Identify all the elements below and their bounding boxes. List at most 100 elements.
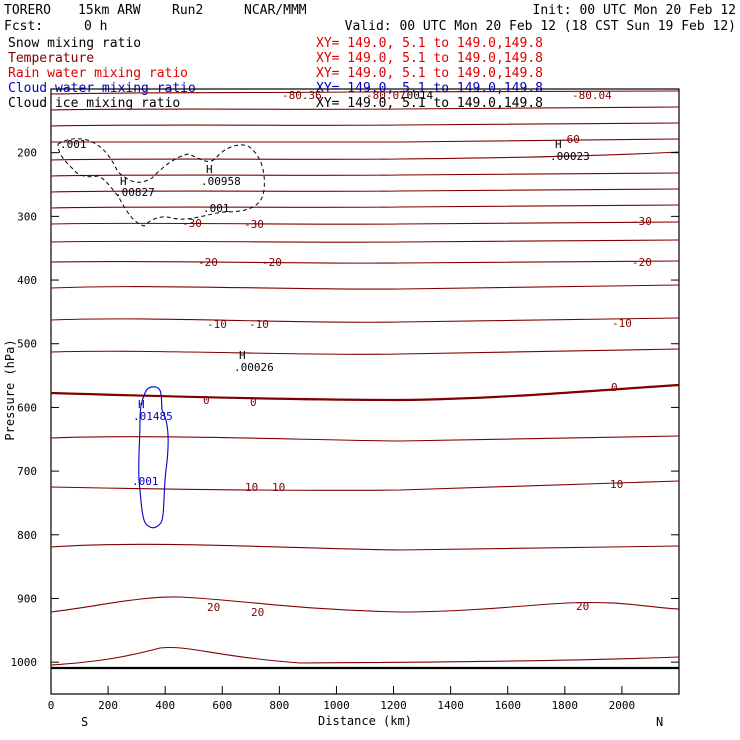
x-tick-label: 800 xyxy=(269,699,289,712)
legend-rain: Rain water mixing ratio XY= 149.0, 5.1 t… xyxy=(8,66,543,81)
cloud-ice-contour xyxy=(57,138,265,227)
temperature-label: 0 xyxy=(250,396,257,409)
isotherm xyxy=(50,204,680,209)
extrema-labels: H .00827 H .00958 H .00023 H .00026 H .0… xyxy=(115,89,590,423)
isotherm-zero xyxy=(50,383,680,402)
isotherm xyxy=(50,239,680,243)
y-tick-label: 500 xyxy=(17,338,37,351)
extremum-marker: H xyxy=(120,175,127,188)
temperature-label: -80.07 xyxy=(366,89,406,102)
legend-temperature-xy: XY= 149.0, 5.1 to 149.0,149.8 xyxy=(316,51,543,66)
temperature-label: -80.36 xyxy=(282,89,322,102)
plot-area: S N Distance (km) Pressure (hPa) -80.36 … xyxy=(3,88,680,729)
isotherm xyxy=(50,221,680,225)
contour-value-labels: .001 .001 .001 xyxy=(60,138,230,488)
temperature-label: 0 xyxy=(203,394,210,407)
temperature-label: 20 xyxy=(251,606,264,619)
temperature-label: 10 xyxy=(610,478,623,491)
isotherm xyxy=(50,284,680,290)
run-name: Run2 xyxy=(172,3,203,18)
model-name: TORERO xyxy=(4,3,51,18)
isotherm xyxy=(50,435,680,442)
x-tick-label: 200 xyxy=(98,699,118,712)
isotherm xyxy=(50,543,680,551)
legend-snow-xy: XY= 149.0, 5.1 to 149.0,149.8 xyxy=(316,36,543,51)
y-tick-label: 800 xyxy=(17,529,37,542)
temperature-label: -30 xyxy=(244,218,264,231)
isotherm xyxy=(50,138,680,143)
isotherm xyxy=(50,480,680,491)
temperature-label: 10 xyxy=(245,481,258,494)
forecast-hour: 0 h xyxy=(84,19,107,34)
extremum-value: .00026 xyxy=(234,361,274,374)
y-tick-label: 700 xyxy=(17,465,37,478)
extremum-marker: H xyxy=(555,138,562,151)
extremum-value: .0014 xyxy=(400,89,433,102)
temperature-label: -20 xyxy=(198,256,218,269)
legend-rain-name: Rain water mixing ratio xyxy=(8,66,188,81)
extremum-value: .00827 xyxy=(115,186,155,199)
temperature-label: 20 xyxy=(207,601,220,614)
isotherm xyxy=(50,348,680,355)
x-axis-title: Distance (km) xyxy=(318,714,412,728)
endpoint-right-label: N xyxy=(656,715,663,729)
forecast-label: Fcst: xyxy=(4,19,43,34)
temperature-label: -10 xyxy=(207,318,227,331)
x-axis: 0 200 400 600 800 1000 1200 1400 1600 1800 2000 xyxy=(48,686,635,712)
cloud-water-contour xyxy=(138,386,169,529)
x-tick-label: 400 xyxy=(155,699,175,712)
temperature-label: -10 xyxy=(612,317,632,330)
endpoint-left-label: S xyxy=(81,715,88,729)
temperature-label: -60 xyxy=(560,133,580,146)
y-tick-label: 300 xyxy=(17,210,37,223)
y-tick-label: 900 xyxy=(17,592,37,605)
legend-snow-name: Snow mixing ratio xyxy=(8,36,141,51)
y-tick-label: 1000 xyxy=(11,656,38,669)
isotherm xyxy=(50,317,680,323)
temperature-label: -80.04 xyxy=(572,89,612,102)
isotherm xyxy=(50,90,680,95)
temperature-label: 20 xyxy=(576,600,589,613)
x-tick-label: 1200 xyxy=(380,699,407,712)
isotherm xyxy=(50,151,680,161)
chart-header: TORERO 15km ARW Run2 NCAR/MMM Init: 00 U… xyxy=(4,3,736,34)
cloud-ice-contour-label: .001 xyxy=(60,138,87,151)
y-tick-label: 600 xyxy=(17,401,37,414)
extremum-value: .00958 xyxy=(201,175,241,188)
isotherm xyxy=(50,122,680,127)
x-tick-label: 1000 xyxy=(323,699,350,712)
legend-temperature-name: Temperature xyxy=(8,51,94,66)
y-tick-label: 200 xyxy=(17,147,37,160)
y-tick-label: 400 xyxy=(17,274,37,287)
temperature-label: -30 xyxy=(632,215,652,228)
legend-rain-xy: XY= 149.0, 5.1 to 149.0,149.8 xyxy=(316,66,543,81)
isotherm xyxy=(50,106,680,111)
temperature-label: -30 xyxy=(182,217,202,230)
plot-frame xyxy=(50,88,680,695)
x-tick-label: 1800 xyxy=(552,699,579,712)
cloud-ice-contour-label: .001 xyxy=(203,202,230,215)
legend-cloud-ice-xy: XY= 149.0, 5.1 to 149.0,149.8 xyxy=(316,96,543,111)
temperature-label: -20 xyxy=(262,256,282,269)
temperature-label: 10 xyxy=(272,481,285,494)
legend-temperature: Temperature XY= 149.0, 5.1 to 149.0,149.… xyxy=(8,51,543,66)
extremum-marker: H xyxy=(138,398,145,411)
isotherm xyxy=(50,172,680,177)
isotherm xyxy=(50,596,680,613)
center-name: NCAR/MMM xyxy=(244,3,307,18)
extremum-value: .01485 xyxy=(133,410,173,423)
x-tick-label: 0 xyxy=(48,699,55,712)
temperature-labels: -80.36 -80.07 -80.04 -60 -30 -30 -30 -20… xyxy=(182,89,652,619)
init-time: Init: 00 UTC Mon 20 Feb 12 xyxy=(533,3,737,18)
isotherm xyxy=(50,260,680,264)
x-tick-label: 600 xyxy=(212,699,232,712)
y-axis-title: Pressure (hPa) xyxy=(3,339,17,440)
isotherm xyxy=(50,188,680,193)
valid-time: Valid: 00 UTC Mon 20 Feb 12 (18 CST Sun … xyxy=(345,19,736,34)
extremum-marker: H xyxy=(239,349,246,362)
temperature-label: 0 xyxy=(611,381,618,394)
legend-snow: Snow mixing ratio XY= 149.0, 5.1 to 149.… xyxy=(8,36,543,51)
temperature-label: -10 xyxy=(249,318,269,331)
